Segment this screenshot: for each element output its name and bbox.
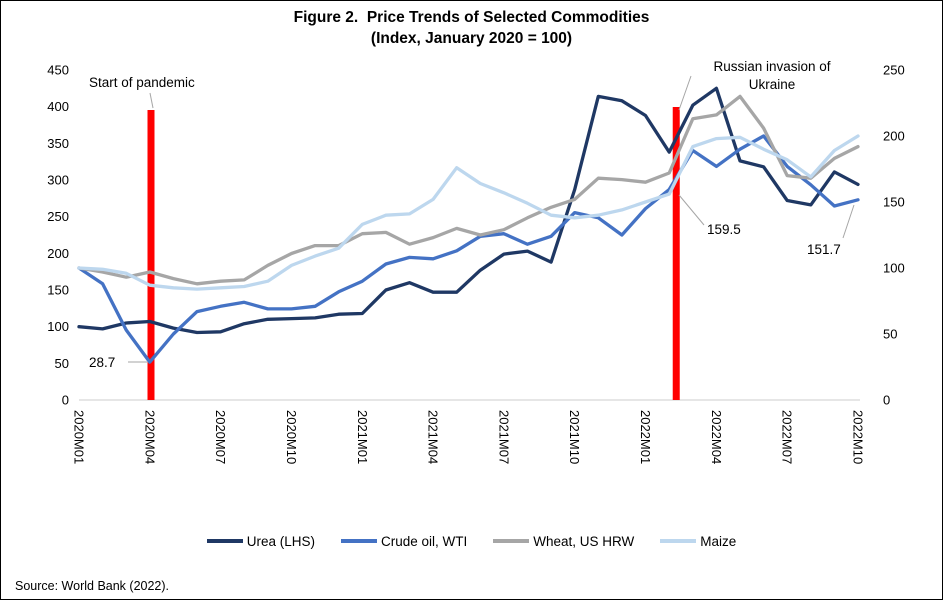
event-bar-invasion (672, 107, 680, 400)
series-line-wheat (77, 94, 860, 286)
legend-swatch-urea (206, 539, 243, 543)
y-axis-right-tick-200: 200 (883, 129, 905, 144)
annotation-leader-russian-invasion (678, 75, 692, 111)
chart-title-line1: Figure 2. Price Trends of Selected Commo… (293, 9, 650, 26)
source-note: Source: World Bank (2022). (15, 579, 170, 593)
x-axis-tick-2022M10: 2022M10 (851, 410, 866, 464)
legend-item-maize: Maize (660, 534, 736, 549)
legend-swatch-maize (660, 539, 697, 543)
y-axis-left-tick-150: 150 (47, 283, 69, 298)
annotation-text-russian-invasion: Ukraine (749, 77, 796, 92)
legend-label-crude: Crude oil, WTI (380, 533, 468, 549)
chart-plot-area: 0 50 100 150 200 250 300 350 400 450 0 50 100 150 200 2… (47, 59, 905, 464)
chart-title-block: Figure 2. Price Trends of Selected Commo… (1, 1, 942, 49)
y-axis-left-tick-450: 450 (47, 63, 69, 78)
y-axis-left-tick-300: 300 (47, 173, 69, 188)
y-axis-left-tick-400: 400 (47, 99, 69, 114)
annotation-leader-crude-at-invasion (678, 194, 705, 226)
legend-swatch-wheat (493, 539, 530, 543)
annotation-leader-crude-end (842, 204, 855, 239)
annotation-leader-start-of-pandemic (149, 92, 154, 109)
annotation-text-crude-at-invasion: 159.5 (707, 222, 741, 237)
legend-item-urea: Urea (LHS) (206, 533, 315, 549)
x-axis-tick-2021M01: 2021M01 (355, 410, 370, 464)
x-axis-tick-2020M10: 2020M10 (284, 410, 299, 464)
x-axis-tick-2020M04: 2020M04 (142, 410, 157, 464)
y-axis-left-tick-350: 350 (47, 136, 69, 151)
y-axis-left-tick-250: 250 (47, 209, 69, 224)
legend-label-maize: Maize (700, 533, 737, 549)
y-axis-left-tick-50: 50 (55, 356, 69, 371)
legend-label-urea: Urea (LHS) (246, 533, 315, 549)
y-axis-right-tick-250: 250 (883, 63, 905, 78)
legend-label-wheat: Wheat, US HRW (533, 533, 635, 549)
x-axis-tick-2021M10: 2021M10 (567, 410, 582, 464)
annotation-text-start-of-pandemic: Start of pandemic (89, 75, 195, 90)
y-axis-left-tick-0: 0 (62, 393, 69, 408)
chart-legend: Urea (LHS) Crude oil, WTI Wheat, US HRW Mai… (1, 532, 942, 550)
y-axis-right-tick-100: 100 (883, 261, 905, 276)
x-axis-tick-2022M07: 2022M07 (780, 410, 795, 464)
legend-item-crude: Crude oil, WTI (340, 533, 468, 549)
x-axis-tick-2021M04: 2021M04 (426, 410, 441, 464)
x-axis-tick-2022M04: 2022M04 (709, 410, 724, 464)
series-line-maize (77, 134, 860, 291)
event-bar-pandemic (147, 110, 155, 400)
x-axis-tick-2020M01: 2020M01 (72, 410, 87, 464)
series-line-urea (77, 86, 860, 335)
series-line-crude (77, 134, 860, 364)
legend-swatch-crude (340, 539, 377, 543)
y-axis-left-tick-100: 100 (47, 319, 69, 334)
y-axis-left-tick-200: 200 (47, 246, 69, 261)
y-axis-right-tick-150: 150 (883, 195, 905, 210)
annotation-text-russian-invasion: Russian invasion of (713, 59, 830, 74)
legend-item-wheat: Wheat, US HRW (493, 534, 634, 549)
y-axis-right-tick-50: 50 (883, 327, 897, 342)
annotation-text-crude-low: 28.7 (89, 355, 115, 370)
x-axis-tick-2021M07: 2021M07 (496, 410, 511, 464)
y-axis-right-tick-0: 0 (883, 393, 890, 408)
chart-title-line2: (Index, January 2020 = 100) (370, 30, 573, 47)
x-axis-tick-2022M01: 2022M01 (638, 410, 653, 464)
annotation-text-crude-end: 151.7 (807, 242, 841, 257)
x-axis-tick-2020M07: 2020M07 (213, 410, 228, 464)
